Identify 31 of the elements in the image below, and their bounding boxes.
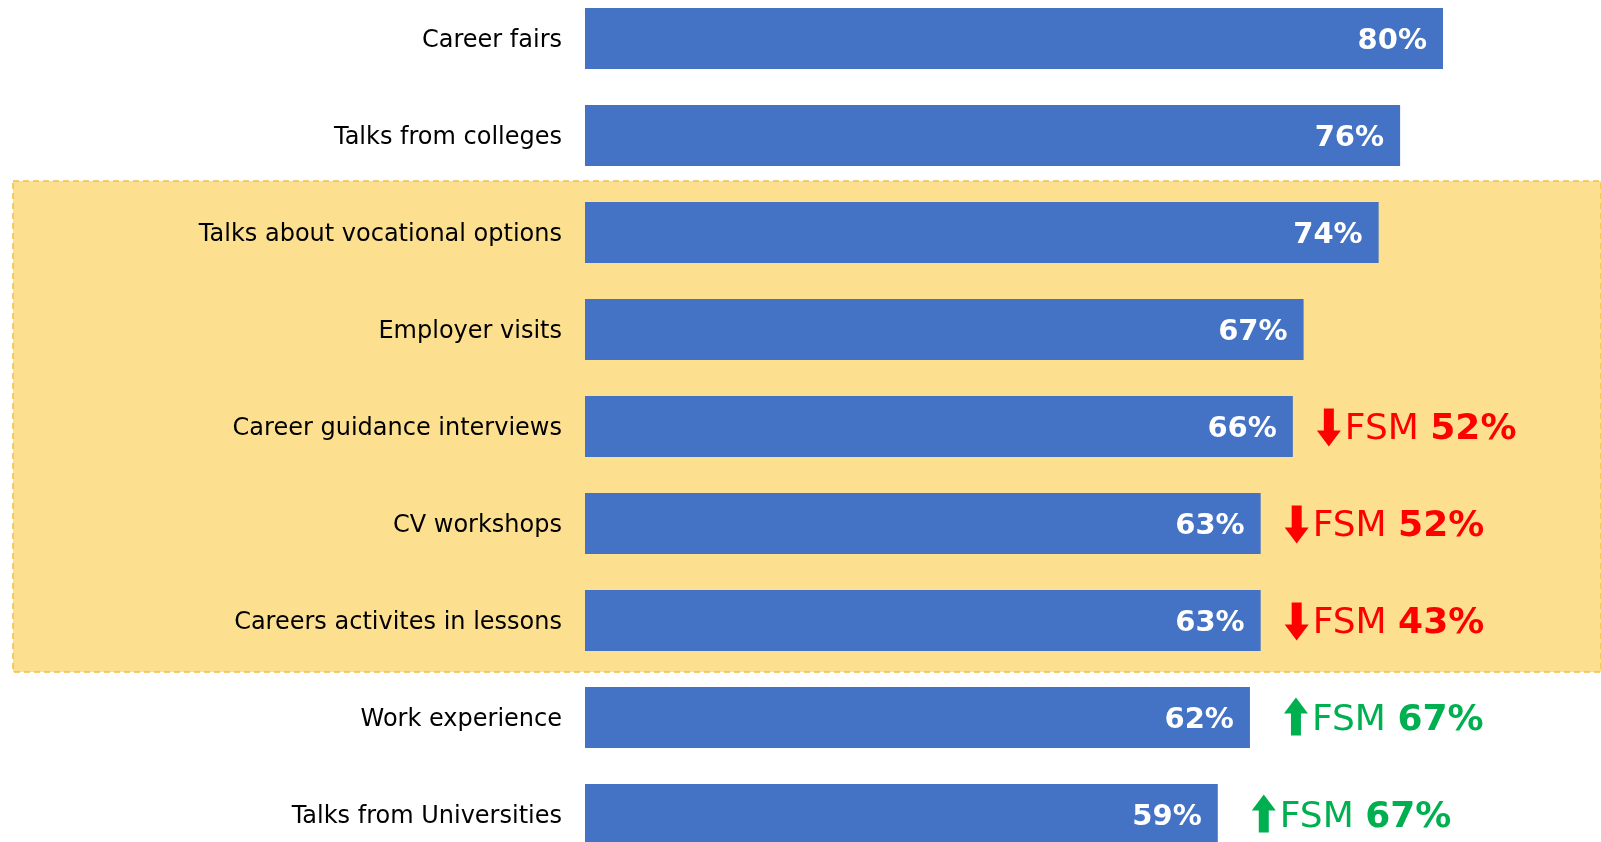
y-tick-label: Work experience [360, 703, 562, 732]
data-label: 63% [1175, 604, 1245, 639]
bar [585, 687, 1250, 748]
annotation: FSM 43% [1312, 600, 1485, 642]
y-tick-label: Career fairs [421, 24, 562, 53]
y-tick-label: CV workshops [392, 509, 562, 538]
data-label: 76% [1314, 119, 1385, 154]
data-label: 59% [1132, 798, 1202, 833]
data-label: 62% [1164, 701, 1234, 736]
y-tick-label: Talks from Universities [290, 800, 562, 829]
y-tick-label: Career guidance interviews [232, 412, 562, 441]
bar [585, 590, 1261, 651]
bar [585, 493, 1261, 554]
annotation: FSM 52% [1312, 503, 1485, 545]
data-label: 80% [1357, 22, 1427, 57]
y-tick-label: Careers activites in lessons [234, 606, 562, 635]
annotation: FSM 52% [1344, 406, 1517, 448]
bar [585, 396, 1293, 457]
bar [585, 105, 1401, 166]
data-label: 66% [1207, 410, 1277, 445]
bar [585, 299, 1304, 360]
y-tick-label: Talks from colleges [332, 121, 562, 150]
bar [585, 8, 1443, 69]
data-label: 67% [1218, 313, 1288, 348]
bar [585, 202, 1379, 263]
data-label: 74% [1293, 216, 1363, 251]
y-tick-label: Employer visits [378, 315, 562, 344]
y-tick-label: Talks about vocational options [197, 218, 562, 247]
data-label: 63% [1175, 507, 1245, 542]
annotation: FSM 67% [1311, 697, 1484, 739]
annotation: FSM 67% [1279, 794, 1452, 836]
